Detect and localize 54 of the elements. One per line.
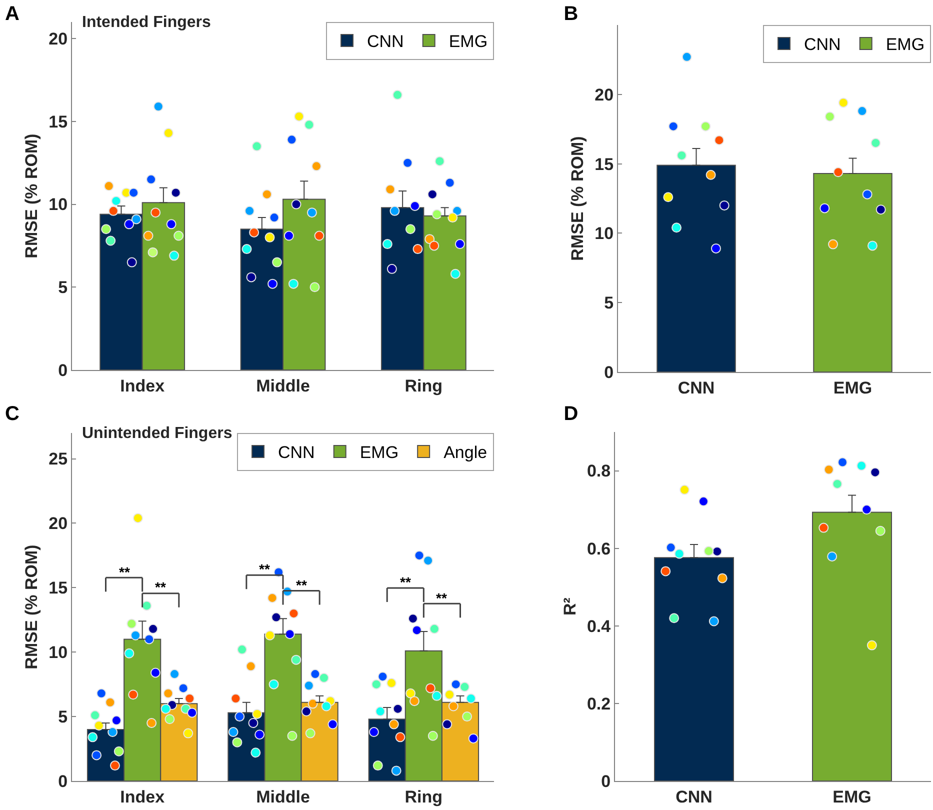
y-tick-label: 20 bbox=[594, 85, 614, 104]
y-tick-label: 10 bbox=[594, 224, 614, 244]
y-tick-label: 0 bbox=[601, 772, 611, 791]
y-tick-label: 25 bbox=[48, 450, 68, 469]
legend-label: CNN bbox=[278, 443, 315, 462]
y-tick-label: 5 bbox=[58, 278, 68, 298]
x-tick-label: Index bbox=[120, 787, 166, 806]
y-axis-title: RMSE (% ROM) bbox=[22, 544, 42, 670]
y-tick-label: 0.8 bbox=[586, 462, 611, 481]
y-tick-label: 0.2 bbox=[586, 694, 611, 714]
y-tick-label: 20 bbox=[48, 30, 68, 49]
y-tick-label: 0 bbox=[58, 772, 68, 791]
annotation: ** bbox=[400, 574, 412, 590]
x-tick-label: EMG bbox=[832, 787, 872, 806]
annotation: ** bbox=[259, 561, 270, 577]
chart-title: C bbox=[5, 403, 20, 426]
x-tick-label: Middle bbox=[256, 376, 310, 396]
annotation: ** bbox=[436, 590, 448, 606]
legend-label: EMG bbox=[886, 35, 925, 54]
chart-subtitle: Intended Fingers bbox=[82, 14, 211, 31]
annotation: ** bbox=[296, 577, 308, 593]
x-tick-label: CNN bbox=[678, 378, 715, 398]
chart-title: A bbox=[5, 3, 20, 25]
y-tick-label: 5 bbox=[604, 294, 614, 313]
x-tick-label: CNN bbox=[676, 787, 712, 806]
legend-label: CNN bbox=[804, 35, 841, 54]
legend-label: EMG bbox=[360, 443, 399, 462]
legend-label: Angle bbox=[444, 443, 488, 462]
y-tick-label: 15 bbox=[48, 578, 68, 598]
chart-title: B bbox=[564, 3, 578, 25]
y-tick-label: 0.6 bbox=[586, 539, 611, 558]
y-axis-title: RMSE (% ROM) bbox=[568, 136, 588, 261]
annotation: ** bbox=[119, 564, 130, 580]
y-tick-label: 0 bbox=[604, 362, 614, 382]
y-tick-label: 0.4 bbox=[586, 616, 612, 636]
chart-subtitle: Unintended Fingers bbox=[82, 425, 232, 442]
y-tick-label: 10 bbox=[48, 643, 68, 662]
y-axis-title: R² bbox=[560, 597, 580, 616]
x-tick-label: Middle bbox=[256, 787, 310, 806]
chart-title: D bbox=[564, 403, 578, 426]
y-tick-label: 0 bbox=[58, 360, 68, 380]
y-tick-label: 10 bbox=[48, 195, 68, 214]
y-tick-label: 20 bbox=[48, 514, 68, 534]
annotation: ** bbox=[155, 579, 166, 595]
x-tick-label: Index bbox=[120, 376, 166, 396]
legend-label: CNN bbox=[367, 32, 404, 52]
x-tick-label: Ring bbox=[404, 787, 443, 806]
x-tick-label: EMG bbox=[833, 378, 872, 398]
legend-label: EMG bbox=[448, 32, 488, 52]
y-axis-title: RMSE (% ROM) bbox=[22, 134, 42, 258]
x-tick-label: Ring bbox=[404, 376, 443, 396]
y-tick-label: 5 bbox=[58, 708, 68, 727]
y-tick-label: 15 bbox=[594, 154, 614, 174]
y-tick-label: 15 bbox=[48, 112, 68, 132]
